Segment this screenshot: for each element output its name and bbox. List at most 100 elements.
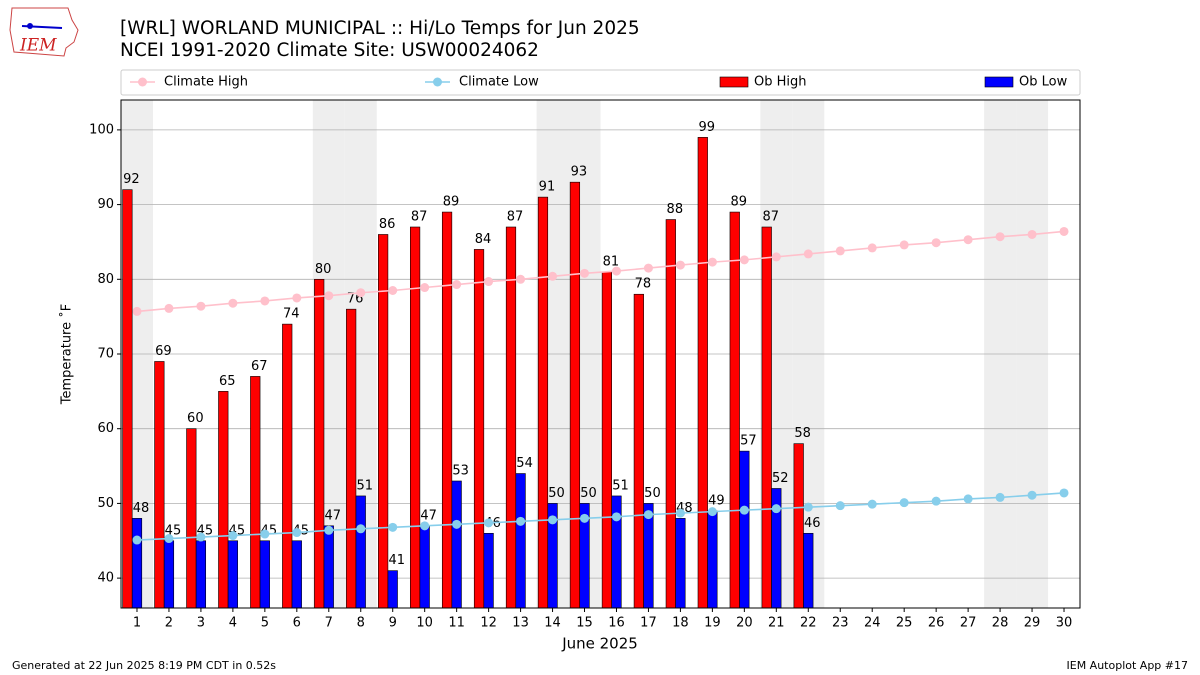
climate-marker (452, 280, 462, 290)
y-tick-label: 50 (97, 496, 114, 511)
value-label: 54 (516, 456, 533, 471)
y-tick-label: 100 (89, 122, 114, 137)
climate-marker (675, 508, 685, 518)
bar (601, 271, 612, 609)
bar (409, 226, 421, 609)
y-tick-label: 90 (97, 197, 114, 212)
bar (483, 532, 494, 609)
legend-label: Ob Low (1019, 75, 1068, 90)
value-label: 50 (644, 486, 661, 501)
climate-marker (260, 296, 270, 306)
value-label: 89 (730, 195, 747, 210)
value-label: 88 (667, 202, 684, 217)
climate-marker (324, 525, 334, 535)
bar (441, 211, 453, 609)
climate-marker (899, 498, 909, 508)
value-label: 67 (251, 359, 268, 374)
x-tick-label: 29 (1024, 616, 1041, 631)
climate-marker (963, 235, 973, 245)
climate-marker (324, 291, 334, 301)
climate-marker (132, 306, 142, 316)
climate-marker (164, 303, 174, 313)
x-tick-label: 20 (736, 616, 753, 631)
climate-marker (1027, 490, 1037, 500)
climate-marker (643, 263, 653, 273)
climate-marker (260, 529, 270, 539)
x-tick-label: 12 (480, 616, 497, 631)
value-label: 91 (539, 180, 556, 195)
climate-marker (580, 268, 590, 278)
bar (707, 510, 718, 609)
logo: IEM (9, 7, 79, 57)
climate-marker (995, 232, 1005, 242)
climate-marker (420, 521, 430, 531)
value-label: 93 (571, 165, 588, 180)
bar (675, 518, 686, 609)
value-label: 84 (475, 232, 492, 247)
climate-marker (196, 301, 206, 311)
climate-marker (1027, 229, 1037, 239)
climate-marker (803, 249, 813, 259)
bar (739, 450, 750, 609)
bar (633, 293, 644, 609)
x-tick-label: 15 (576, 616, 593, 631)
climate-marker (643, 510, 653, 520)
climate-marker (803, 502, 813, 512)
x-tick-label: 16 (608, 616, 625, 631)
bar (154, 361, 165, 609)
bar (537, 196, 549, 609)
bar (697, 137, 708, 609)
y-tick-label: 60 (97, 421, 114, 436)
value-label: 47 (325, 508, 342, 523)
x-tick-label: 19 (704, 616, 721, 631)
x-tick-label: 22 (800, 616, 817, 631)
bar (387, 570, 398, 609)
value-label: 89 (443, 195, 460, 210)
x-tick-label: 14 (544, 616, 561, 631)
legend-label: Climate High (164, 75, 248, 90)
climate-marker (931, 238, 941, 248)
climate-marker (516, 516, 526, 526)
bar (227, 540, 238, 609)
x-tick-label: 17 (640, 616, 657, 631)
x-tick-label: 2 (165, 616, 173, 631)
value-label: 99 (699, 120, 716, 135)
climate-marker (292, 528, 302, 538)
value-label: 50 (548, 486, 565, 501)
x-tick-label: 10 (416, 616, 433, 631)
climate-marker (675, 260, 685, 270)
bar (218, 391, 229, 609)
bar (163, 540, 175, 609)
value-label: 81 (603, 254, 620, 269)
climate-marker (707, 507, 717, 517)
value-label: 69 (155, 344, 172, 359)
climate-marker (548, 271, 558, 281)
bar (323, 525, 334, 609)
bar (451, 480, 462, 609)
legend-swatch (984, 76, 1014, 88)
legend-label: Ob High (754, 75, 807, 90)
bar (346, 308, 357, 609)
bar (355, 495, 366, 609)
value-label: 92 (123, 172, 140, 187)
footer-right: IEM Autoplot App #17 (1067, 659, 1189, 672)
chart-subtitle: NCEI 1991-2020 Climate Site: USW00024062 (120, 40, 539, 61)
bar (665, 219, 676, 609)
climate-marker (516, 274, 526, 284)
climate-marker (292, 293, 302, 303)
climate-marker (196, 532, 206, 542)
y-tick-label: 80 (97, 272, 114, 287)
climate-marker (132, 535, 142, 545)
bar (803, 532, 814, 609)
value-label: 51 (612, 478, 629, 493)
x-axis-title: June 2025 (561, 635, 638, 653)
x-tick-label: 27 (960, 616, 977, 631)
climate-marker (995, 492, 1005, 502)
value-label: 87 (411, 210, 428, 225)
value-label: 74 (283, 307, 300, 322)
chart-title: [WRL] WORLAND MUNICIPAL :: Hi/Lo Temps f… (120, 18, 640, 39)
legend-label: Climate Low (459, 75, 539, 90)
climate-marker (388, 286, 398, 295)
climate-marker (1059, 226, 1069, 236)
bar (122, 189, 133, 609)
